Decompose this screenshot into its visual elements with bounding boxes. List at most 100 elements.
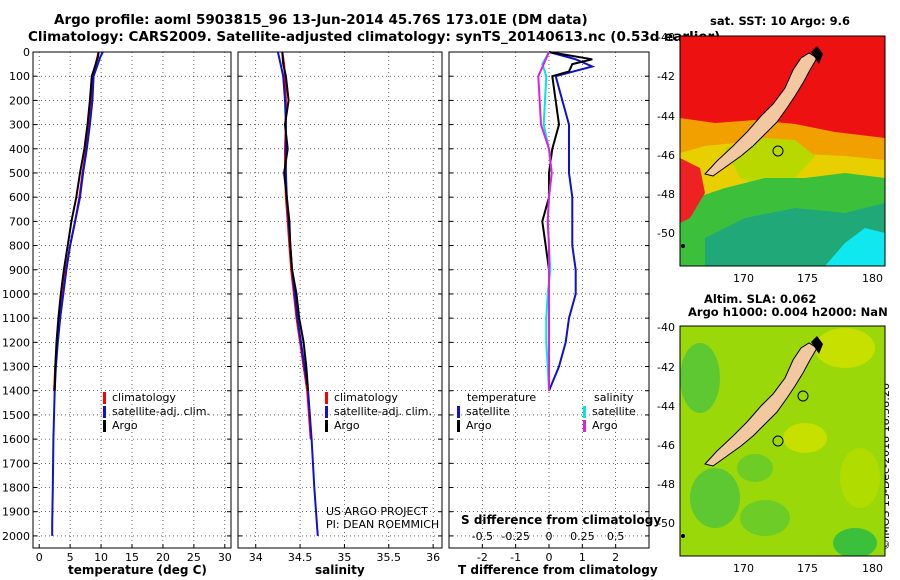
ytick-label: 400 bbox=[9, 143, 30, 156]
argo-position-marker-sla bbox=[772, 435, 784, 447]
plot-frame bbox=[237, 51, 443, 549]
xtick-label: 20 bbox=[156, 551, 170, 564]
sla-xtick: 180 bbox=[862, 562, 883, 575]
sst-field bbox=[680, 36, 885, 266]
ytick-label: 1000 bbox=[2, 288, 30, 301]
ytick-label: 800 bbox=[9, 240, 30, 253]
s-xtick-label: -0.5 bbox=[472, 530, 493, 543]
xtick-label: 34 bbox=[249, 551, 263, 564]
temperature-xlabel: temperature (deg C) bbox=[68, 563, 207, 577]
credit-line1: US ARGO PROJECT bbox=[326, 505, 428, 518]
difference-plot: -2 -1 0 1 2 -0.5 -0.25 0 0.25 0.5 bbox=[448, 51, 650, 564]
sst-ytick: -40 bbox=[657, 31, 675, 44]
ytick-label: 200 bbox=[9, 94, 30, 107]
ytick-label: 900 bbox=[9, 264, 30, 277]
ytick-label: 1700 bbox=[2, 457, 30, 470]
series-line-s-argo bbox=[537, 51, 553, 391]
new-zealand-land-sla bbox=[681, 336, 823, 538]
ytick-label: 700 bbox=[9, 215, 30, 228]
ytick-label: 600 bbox=[9, 191, 30, 204]
xtick-label: 1 bbox=[579, 551, 586, 564]
xtick-label: 25 bbox=[187, 551, 201, 564]
credit-line2: PI: DEAN ROEMMICH bbox=[326, 518, 440, 531]
xtick-label: 15 bbox=[125, 551, 139, 564]
sla-map-title2: Argo h1000: 0.004 h2000: NaN bbox=[688, 305, 888, 319]
legend-marker-icon bbox=[583, 420, 586, 432]
xtick-label: 34.5 bbox=[288, 551, 313, 564]
legend-marker-icon bbox=[583, 406, 586, 418]
s-xtick-label: 0.25 bbox=[570, 530, 595, 543]
series-line-argo bbox=[281, 51, 310, 391]
sal-legend-climatology: climatology bbox=[325, 391, 398, 404]
sst-xtick: 170 bbox=[733, 272, 754, 285]
sla-xtick: 175 bbox=[797, 562, 818, 575]
ytick-label: 1100 bbox=[2, 312, 30, 325]
sla-map bbox=[679, 325, 886, 557]
legend-marker-icon bbox=[457, 420, 460, 432]
diff-legend-s-argo: Argo bbox=[583, 419, 618, 432]
series-line-satellite-adj-clim- bbox=[51, 51, 104, 536]
sst-ytick: -48 bbox=[657, 188, 675, 201]
salinity-plot: 34 34.5 35 35.5 36 bbox=[237, 51, 443, 564]
ytick-label: 1400 bbox=[2, 385, 30, 398]
xtick-label: 10 bbox=[94, 551, 108, 564]
ytick-label: 1900 bbox=[2, 506, 30, 519]
sla-ytick: -40 bbox=[657, 321, 675, 334]
xtick-label: 35 bbox=[337, 551, 351, 564]
diff-legend-t-satellite: satellite bbox=[457, 405, 510, 418]
sla-map-title1: Altim. SLA: 0.062 bbox=[704, 292, 817, 306]
sla-ytick: -48 bbox=[657, 478, 675, 491]
xtick-label: 30 bbox=[218, 551, 232, 564]
temp-legend-satellite: satellite-adj. clim. bbox=[103, 405, 210, 418]
sla-xtick: 170 bbox=[733, 562, 754, 575]
s-xtick-label: 0.5 bbox=[607, 530, 625, 543]
legend-marker-icon bbox=[103, 406, 106, 418]
s-difference-xlabel: S difference from climatology bbox=[461, 513, 662, 527]
xtick-label: 5 bbox=[67, 551, 74, 564]
ytick-label: 100 bbox=[9, 70, 30, 83]
xtick-label: 2 bbox=[612, 551, 619, 564]
new-zealand-land bbox=[681, 46, 823, 248]
sla-ytick: -44 bbox=[657, 400, 675, 413]
ytick-label: 1600 bbox=[2, 433, 30, 446]
sst-xtick: 175 bbox=[797, 272, 818, 285]
sal-legend-satellite: satellite-adj. clim. bbox=[325, 405, 432, 418]
series-line-t-satellite bbox=[548, 51, 596, 392]
sla-ytick: -42 bbox=[657, 361, 675, 374]
xtick-label: 36 bbox=[426, 551, 440, 564]
series-line-argo bbox=[53, 51, 100, 391]
ytick-label: 0 bbox=[23, 46, 30, 59]
sst-map-title: sat. SST: 10 Argo: 9.6 bbox=[710, 14, 851, 28]
figure-title-line2: Climatology: CARS2009. Satellite-adjuste… bbox=[28, 29, 721, 45]
s-xtick-label: 0 bbox=[546, 530, 553, 543]
salinity-xlabel: salinity bbox=[315, 563, 365, 577]
legend-marker-icon bbox=[457, 406, 460, 418]
sst-xtick: 180 bbox=[862, 272, 883, 285]
sst-ytick: -50 bbox=[657, 227, 675, 240]
sst-ytick: -46 bbox=[657, 149, 675, 162]
ytick-label: 1500 bbox=[2, 409, 30, 422]
ytick-label: 1800 bbox=[2, 482, 30, 495]
argo-position-marker bbox=[772, 145, 784, 157]
diff-legend-t-argo: Argo bbox=[457, 419, 492, 432]
legend-marker-icon bbox=[325, 406, 328, 418]
xtick-label: 35.5 bbox=[377, 551, 402, 564]
sst-ytick: -44 bbox=[657, 110, 675, 123]
sla-ytick: -50 bbox=[657, 517, 675, 530]
xtick-label: 0 bbox=[546, 551, 553, 564]
legend-marker-icon bbox=[325, 392, 328, 404]
xtick-label: 0 bbox=[36, 551, 43, 564]
ytick-label: 2000 bbox=[2, 530, 30, 543]
temperature-plot: 0 5 10 15 20 25 300100200300400500600700800900… bbox=[2, 46, 232, 564]
xtick-label: -2 bbox=[477, 551, 488, 564]
temp-legend-climatology: climatology bbox=[103, 391, 176, 404]
legend-marker-icon bbox=[325, 420, 328, 432]
ytick-label: 500 bbox=[9, 167, 30, 180]
ytick-label: 300 bbox=[9, 119, 30, 132]
sst-ytick: -42 bbox=[657, 70, 675, 83]
ytick-label: 1300 bbox=[2, 361, 30, 374]
ytick-label: 1200 bbox=[2, 336, 30, 349]
difference-xlabel: T difference from climatology bbox=[458, 563, 658, 577]
diff-legend-t-title: temperature bbox=[467, 391, 537, 404]
